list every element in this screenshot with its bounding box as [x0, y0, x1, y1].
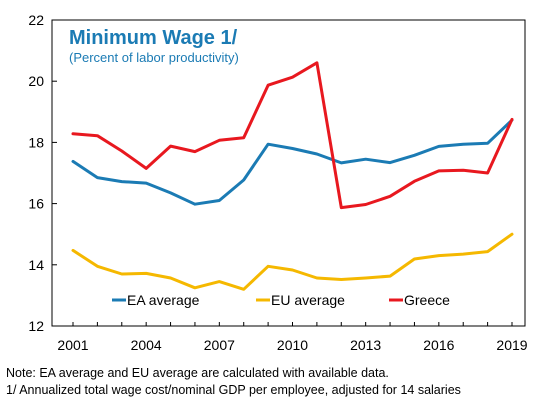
y-tick-label: 20: [28, 73, 44, 89]
chart-title: Minimum Wage 1/: [69, 27, 238, 49]
chart-notes: Note: EA average and EU average are calc…: [6, 365, 536, 399]
chart-legend: EA average EU average Greece: [112, 292, 450, 308]
legend-label: Greece: [404, 292, 450, 308]
y-tick-label: 18: [28, 134, 44, 150]
x-tick-label: 2007: [204, 337, 235, 352]
x-tick-label: 2013: [350, 337, 381, 352]
plot-frame: [51, 19, 526, 327]
x-axis-ticks: 2001 2004 2007 2010 2013 2016 2019: [57, 322, 528, 352]
x-tick-label: 2010: [277, 337, 308, 352]
note-line: Note: EA average and EU average are calc…: [6, 366, 389, 380]
x-tick-label: 2001: [57, 337, 88, 352]
series-lines: [71, 61, 514, 291]
x-tick-label: 2004: [131, 337, 162, 352]
legend-label: EA average: [127, 292, 200, 308]
chart-subtitle: (Percent of labor productivity): [69, 50, 239, 65]
y-tick-label: 16: [28, 196, 44, 212]
y-axis-ticks: 12 14 16 18 20 22: [28, 12, 57, 334]
series-line-ea-average: [71, 118, 514, 206]
footnote-line: 1/ Annualized total wage cost/nominal GD…: [6, 383, 461, 397]
series-line-greece: [71, 61, 514, 210]
line-chart: 12 14 16 18 20 22 2001 2004 2007 2010 2013 2016 201…: [28, 12, 528, 352]
legend-label: EU average: [271, 292, 345, 308]
y-tick-label: 12: [28, 318, 44, 334]
y-tick-label: 14: [28, 257, 44, 273]
series-line-eu-average: [71, 232, 514, 291]
x-tick-label: 2016: [423, 337, 454, 352]
y-tick-label: 22: [28, 12, 44, 28]
x-tick-label: 2019: [496, 337, 527, 352]
